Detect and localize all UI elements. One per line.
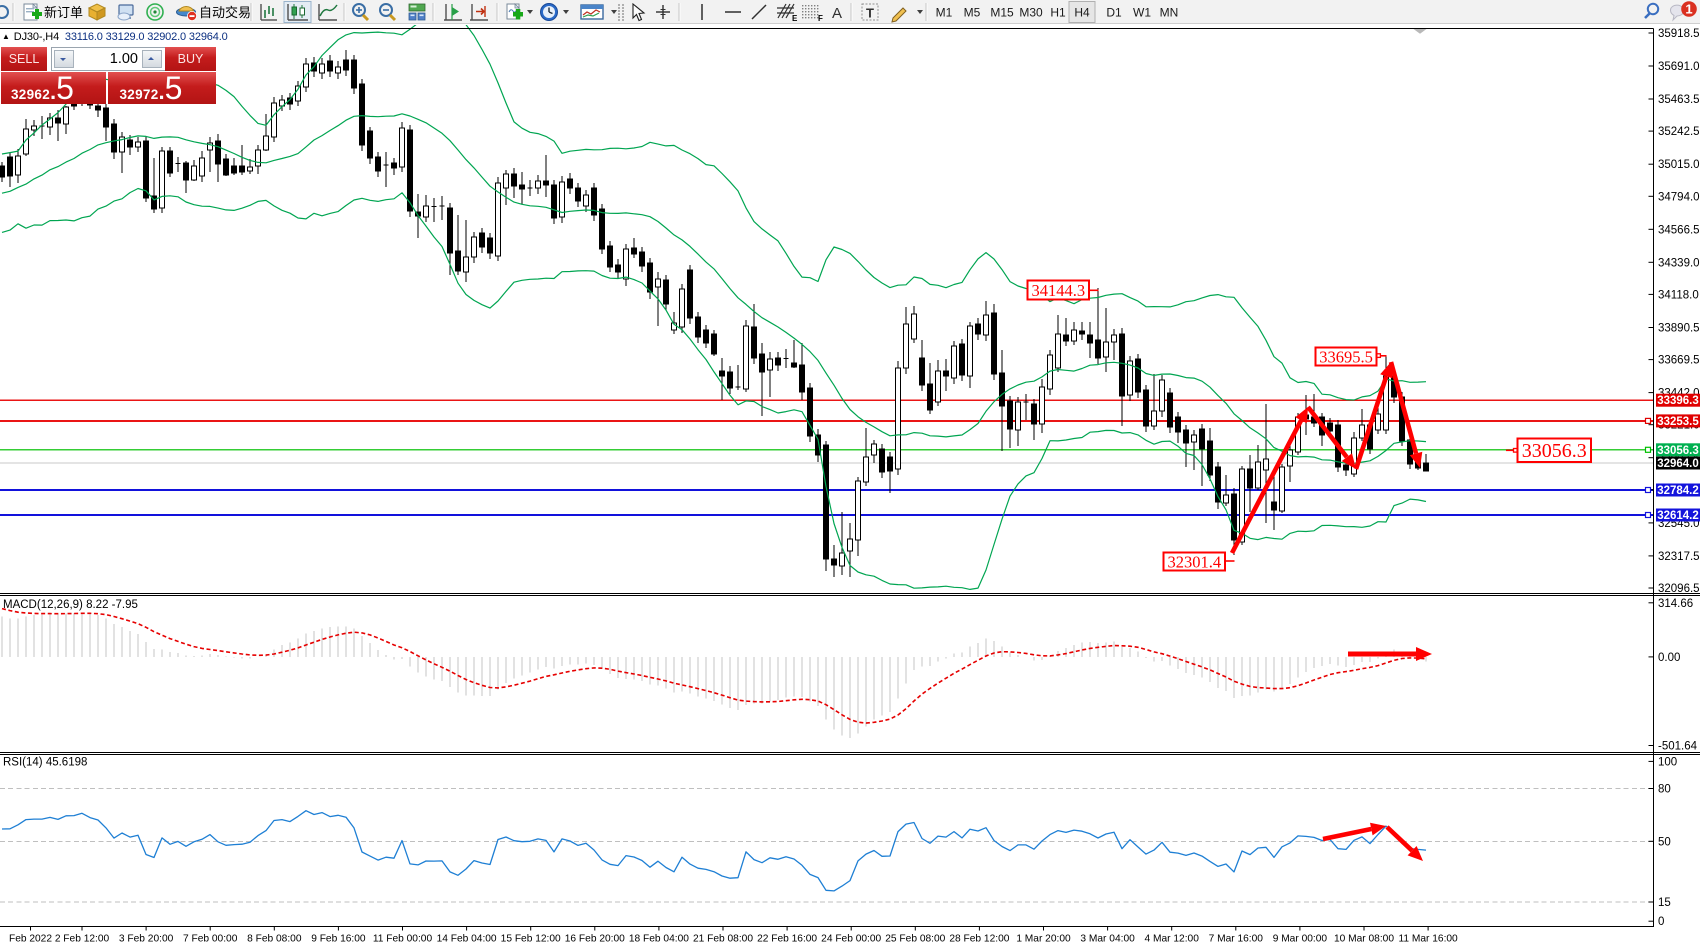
svg-text:15 Feb 12:00: 15 Feb 12:00: [501, 934, 561, 945]
svg-text:MN: MN: [1160, 6, 1179, 20]
svg-text:D1: D1: [1106, 6, 1122, 20]
svg-text:33695.5: 33695.5: [1319, 347, 1373, 366]
svg-text:35242.5: 35242.5: [1658, 126, 1700, 138]
svg-text:4 Mar 12:00: 4 Mar 12:00: [1145, 934, 1200, 945]
svg-text:34118.0: 34118.0: [1658, 289, 1699, 301]
svg-text:32317.5: 32317.5: [1658, 551, 1700, 563]
svg-text:32301.4: 32301.4: [1167, 552, 1221, 571]
svg-text:0: 0: [1658, 916, 1664, 928]
svg-text:100: 100: [1658, 756, 1677, 768]
svg-text:0.00: 0.00: [1658, 652, 1680, 664]
svg-text:RSI(14) 45.6198: RSI(14) 45.6198: [3, 757, 87, 769]
svg-text:21 Feb 08:00: 21 Feb 08:00: [693, 934, 753, 945]
svg-text:7 Mar 16:00: 7 Mar 16:00: [1209, 934, 1264, 945]
svg-text:35015.0: 35015.0: [1658, 159, 1700, 171]
svg-text:314.66: 314.66: [1658, 598, 1693, 610]
svg-text:9 Feb 16:00: 9 Feb 16:00: [311, 934, 366, 945]
svg-text:16 Feb 20:00: 16 Feb 20:00: [565, 934, 625, 945]
svg-text:35691.0: 35691.0: [1658, 61, 1700, 73]
svg-text:M1: M1: [936, 6, 953, 20]
svg-text:11 Mar 16:00: 11 Mar 16:00: [1398, 934, 1458, 945]
svg-text:F: F: [818, 14, 823, 23]
svg-text:34144.3: 34144.3: [1031, 281, 1085, 300]
svg-text:15: 15: [1658, 897, 1671, 909]
svg-text:33056.3: 33056.3: [1522, 440, 1587, 462]
svg-text:28 Feb 12:00: 28 Feb 12:00: [949, 934, 1009, 945]
svg-text:Feb 2022: Feb 2022: [9, 934, 52, 945]
svg-text:34794.0: 34794.0: [1658, 191, 1700, 203]
svg-text:25 Feb 08:00: 25 Feb 08:00: [885, 934, 945, 945]
svg-text:1: 1: [1685, 2, 1692, 17]
svg-text:9 Mar 00:00: 9 Mar 00:00: [1273, 934, 1328, 945]
svg-text:W1: W1: [1133, 6, 1151, 20]
svg-text:10 Mar 08:00: 10 Mar 08:00: [1334, 934, 1394, 945]
svg-text:MACD(12,26,9) 8.22 -7.95: MACD(12,26,9) 8.22 -7.95: [3, 599, 138, 611]
svg-text:11 Feb 00:00: 11 Feb 00:00: [373, 934, 433, 945]
svg-text:32614.2: 32614.2: [1657, 510, 1699, 522]
svg-text:自动交易: 自动交易: [199, 5, 251, 20]
svg-text:2 Feb 12:00: 2 Feb 12:00: [55, 934, 110, 945]
svg-text:H1: H1: [1050, 6, 1066, 20]
svg-text:M5: M5: [964, 6, 981, 20]
svg-text:T: T: [866, 6, 874, 21]
svg-text:33396.3: 33396.3: [1657, 395, 1699, 407]
svg-text:33890.5: 33890.5: [1658, 323, 1700, 335]
svg-text:24 Feb 00:00: 24 Feb 00:00: [821, 934, 881, 945]
svg-text:8 Feb 08:00: 8 Feb 08:00: [247, 934, 302, 945]
svg-text:35918.5: 35918.5: [1658, 28, 1700, 40]
svg-text:32784.2: 32784.2: [1657, 485, 1699, 497]
svg-text:E: E: [792, 14, 798, 23]
svg-text:35463.5: 35463.5: [1658, 94, 1700, 106]
svg-text:新订单: 新订单: [44, 5, 83, 20]
svg-text:33669.5: 33669.5: [1658, 355, 1700, 367]
svg-text:3 Feb 20:00: 3 Feb 20:00: [119, 934, 174, 945]
svg-text:14 Feb 04:00: 14 Feb 04:00: [437, 934, 497, 945]
svg-text:22 Feb 16:00: 22 Feb 16:00: [757, 934, 817, 945]
svg-text:32096.5: 32096.5: [1658, 583, 1700, 595]
svg-text:1 Mar 20:00: 1 Mar 20:00: [1016, 934, 1071, 945]
svg-text:A: A: [832, 5, 842, 22]
svg-text:33056.3: 33056.3: [1657, 445, 1699, 457]
svg-text:50: 50: [1658, 836, 1671, 848]
svg-text:7 Feb 00:00: 7 Feb 00:00: [183, 934, 238, 945]
svg-text:M15: M15: [990, 6, 1014, 20]
svg-text:H4: H4: [1074, 6, 1090, 20]
svg-text:80: 80: [1658, 784, 1671, 796]
svg-text:32964.0: 32964.0: [1657, 458, 1699, 470]
svg-text:-501.64: -501.64: [1658, 741, 1698, 753]
svg-text:M30: M30: [1019, 6, 1043, 20]
svg-text:34566.5: 34566.5: [1658, 224, 1700, 236]
svg-text:33253.5: 33253.5: [1657, 416, 1699, 428]
svg-text:34339.0: 34339.0: [1658, 257, 1700, 269]
svg-text:3 Mar 04:00: 3 Mar 04:00: [1080, 934, 1135, 945]
svg-text:18 Feb 04:00: 18 Feb 04:00: [629, 934, 689, 945]
